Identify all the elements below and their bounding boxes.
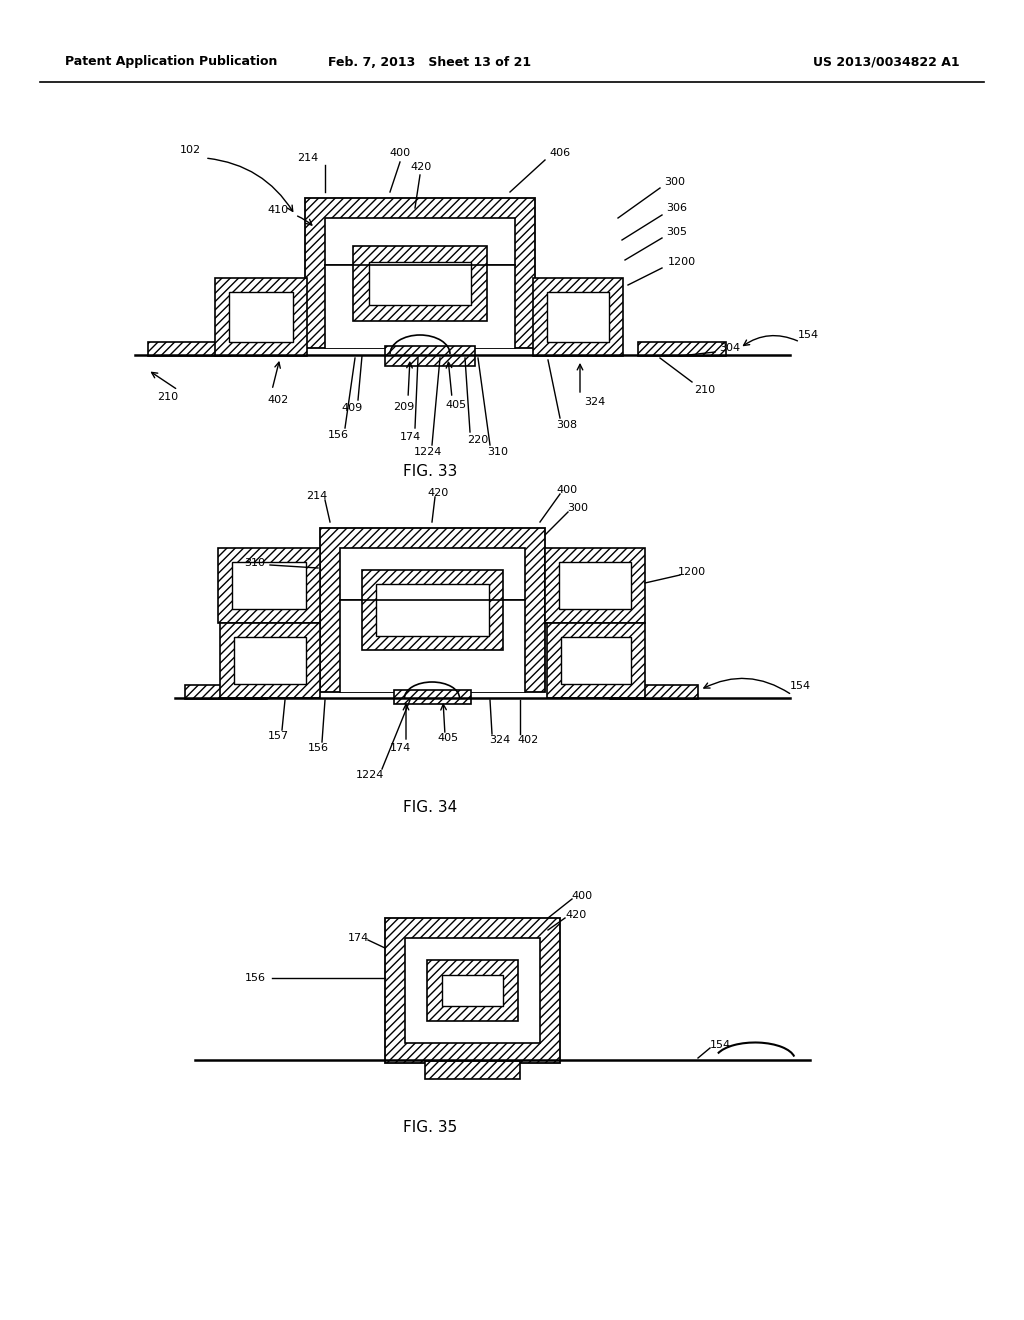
- Text: Patent Application Publication: Patent Application Publication: [65, 55, 278, 69]
- Text: 210: 210: [694, 385, 716, 395]
- Text: 174: 174: [399, 432, 421, 442]
- Text: 402: 402: [267, 395, 289, 405]
- Bar: [534, 279, 623, 356]
- Text: 402: 402: [517, 735, 539, 744]
- Bar: [545, 548, 645, 623]
- Bar: [218, 548, 319, 623]
- Text: 420: 420: [565, 909, 587, 920]
- Text: 405: 405: [437, 733, 459, 743]
- Text: 400: 400: [556, 484, 578, 495]
- Text: 156: 156: [307, 743, 329, 752]
- Bar: [325, 265, 515, 348]
- Text: 324: 324: [585, 397, 605, 407]
- Text: 1200: 1200: [678, 568, 707, 577]
- Text: 310: 310: [487, 447, 509, 457]
- Bar: [229, 292, 293, 342]
- Text: FIG. 33: FIG. 33: [402, 465, 457, 479]
- Text: 400: 400: [389, 148, 411, 158]
- Text: 154: 154: [790, 681, 811, 690]
- Bar: [385, 917, 560, 1063]
- Bar: [394, 690, 471, 704]
- Text: 300: 300: [665, 177, 685, 187]
- Text: 174: 174: [389, 743, 411, 752]
- Text: 304: 304: [720, 343, 740, 352]
- Bar: [610, 685, 698, 700]
- Text: 310: 310: [245, 558, 265, 568]
- Bar: [385, 346, 475, 366]
- Text: 154: 154: [710, 1040, 730, 1049]
- Bar: [561, 638, 631, 684]
- Bar: [215, 279, 307, 356]
- Text: 209: 209: [393, 403, 415, 412]
- Text: 156: 156: [245, 973, 265, 983]
- Bar: [425, 1061, 520, 1078]
- Text: 214: 214: [306, 491, 328, 502]
- Text: 324: 324: [489, 735, 511, 744]
- Text: 405: 405: [445, 400, 467, 411]
- Text: Feb. 7, 2013   Sheet 13 of 21: Feb. 7, 2013 Sheet 13 of 21: [329, 55, 531, 69]
- Bar: [369, 261, 471, 305]
- Bar: [376, 583, 489, 636]
- Text: 300: 300: [567, 503, 589, 513]
- Text: 102: 102: [179, 145, 201, 154]
- Bar: [406, 939, 540, 1043]
- Text: 400: 400: [571, 891, 593, 902]
- Bar: [559, 562, 631, 609]
- Text: 1224: 1224: [414, 447, 442, 457]
- Text: 406: 406: [550, 148, 570, 158]
- Bar: [362, 570, 503, 649]
- Bar: [325, 218, 515, 265]
- Bar: [547, 623, 645, 698]
- Text: 174: 174: [347, 933, 369, 942]
- Text: 420: 420: [411, 162, 432, 172]
- Text: FIG. 35: FIG. 35: [402, 1121, 457, 1135]
- Bar: [547, 292, 609, 342]
- Bar: [305, 198, 535, 348]
- Bar: [319, 528, 545, 692]
- Text: 210: 210: [158, 392, 178, 403]
- Text: FIG. 34: FIG. 34: [402, 800, 457, 816]
- Bar: [232, 562, 306, 609]
- Text: US 2013/0034822 A1: US 2013/0034822 A1: [813, 55, 961, 69]
- Text: 306: 306: [667, 203, 687, 213]
- Bar: [185, 685, 267, 700]
- Bar: [427, 960, 518, 1020]
- Text: 1224: 1224: [355, 770, 384, 780]
- Text: 305: 305: [667, 227, 687, 238]
- Bar: [234, 638, 306, 684]
- Bar: [220, 623, 319, 698]
- Bar: [442, 975, 503, 1006]
- Bar: [148, 342, 230, 356]
- Text: 420: 420: [427, 488, 449, 498]
- Text: 409: 409: [341, 403, 362, 413]
- Text: 214: 214: [297, 153, 318, 162]
- Bar: [353, 246, 487, 321]
- Text: 410: 410: [267, 205, 289, 215]
- Bar: [340, 601, 525, 692]
- Text: 154: 154: [798, 330, 818, 341]
- Text: 156: 156: [328, 430, 348, 440]
- Bar: [638, 342, 726, 356]
- Text: 308: 308: [556, 420, 578, 430]
- Bar: [340, 548, 525, 601]
- Text: 1200: 1200: [668, 257, 696, 267]
- Text: 220: 220: [467, 436, 488, 445]
- Text: 157: 157: [267, 731, 289, 741]
